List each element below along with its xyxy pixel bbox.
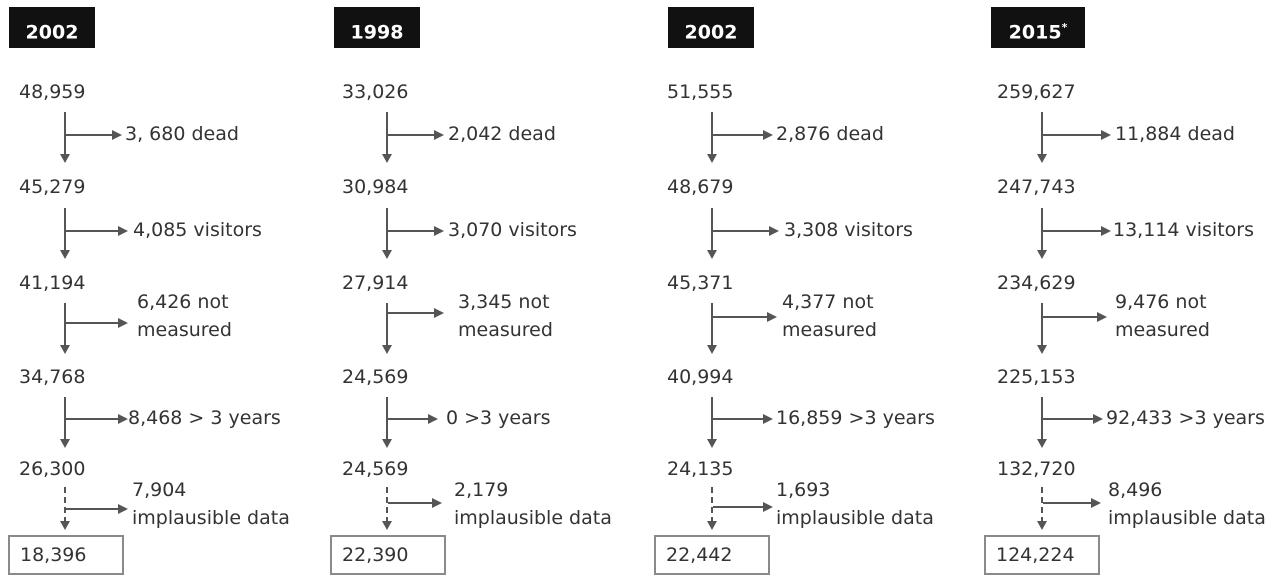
flow-column: 1998 33,026 30,984 27,914 24,569 24,569 … [320,0,640,581]
exclusion-arrow [66,414,128,424]
flow-column: 2002 48,959 45,279 41,194 34,768 26,300 … [0,0,320,581]
exclusion-arrow [388,414,438,424]
count-step-1: 33,026 [342,81,409,103]
count-step-5: 24,569 [342,458,409,480]
exclusion-arrow [66,504,128,514]
exclusion-arrow [713,502,773,512]
count-step-5: 24,135 [667,458,734,480]
exclusion-arrow [713,312,777,322]
down-arrow [707,487,717,530]
exclusion-label: 9,476 not measured [1115,291,1210,341]
count-step-1: 48,959 [19,81,86,103]
exclusion-arrow [66,318,128,328]
exclusion-label: 92,433 >3 years [1106,407,1265,429]
down-arrow [382,487,392,530]
exclusion-label: 11,884 dead [1115,123,1235,145]
year-label: 1998 [334,7,420,48]
exclusion-label: 2,876 dead [776,123,884,145]
down-arrow [60,303,70,354]
down-arrow [1037,397,1047,448]
year-label: 2002 [668,7,754,48]
exclusion-label: 2,042 dead [448,123,556,145]
down-arrow [707,112,717,163]
down-arrow [60,208,70,259]
down-arrow [382,112,392,163]
exclusion-label: 3,345 not measured [458,291,553,341]
flow-column: 2002 51,555 48,679 45,371 40,994 24,135 … [640,0,960,581]
year-label: 2015* [991,7,1085,48]
exclusion-label: 16,859 >3 years [776,407,935,429]
exclusion-arrow [1043,226,1111,236]
exclusion-arrow [1043,312,1107,322]
count-step-2: 30,984 [342,176,409,198]
final-count-box: 124,224 [984,535,1100,575]
down-arrow [1037,112,1047,163]
exclusion-arrow [1043,414,1103,424]
count-step-4: 34,768 [19,366,86,388]
exclusion-arrow [388,498,442,508]
exclusion-arrow [66,226,128,236]
count-step-5: 132,720 [997,458,1076,480]
count-step-4: 24,569 [342,366,409,388]
final-count-box: 22,390 [330,535,446,575]
count-step-1: 51,555 [667,81,734,103]
down-arrow [1037,487,1047,530]
count-step-3: 234,629 [997,272,1076,294]
down-arrow [60,112,70,163]
exclusion-label: 7,904 implausible data [132,479,290,529]
count-step-5: 26,300 [19,458,86,480]
exclusion-arrow [1043,498,1101,508]
final-count-box: 22,442 [654,535,770,575]
exclusion-label: 3,308 visitors [784,219,913,241]
exclusion-arrow [713,130,773,140]
exclusion-label: 1,693 implausible data [776,479,934,529]
exclusion-label: 3,070 visitors [448,219,577,241]
down-arrow [707,208,717,259]
exclusion-label: 13,114 visitors [1113,219,1255,241]
exclusion-label: 6,426 not measured [137,291,232,341]
exclusion-arrow [713,226,779,236]
count-step-2: 45,279 [19,176,86,198]
final-count-box: 18,396 [8,535,124,575]
down-arrow [707,303,717,354]
count-step-1: 259,627 [997,81,1076,103]
down-arrow [1037,208,1047,259]
exclusion-label: 0 >3 years [446,407,551,429]
down-arrow [382,397,392,448]
count-step-3: 45,371 [667,272,734,294]
down-arrow [60,397,70,448]
year-label: 2002 [9,7,95,48]
exclusion-arrow [713,414,773,424]
exclusion-arrow [388,130,444,140]
count-step-2: 247,743 [997,176,1076,198]
count-step-3: 27,914 [342,272,409,294]
exclusion-label: 4,085 visitors [133,219,262,241]
count-step-4: 225,153 [997,366,1076,388]
count-step-4: 40,994 [667,366,734,388]
exclusion-label: 8,468 > 3 years [128,407,281,429]
exclusion-label: 4,377 not measured [782,291,877,341]
down-arrow [60,487,70,530]
exclusion-arrow [388,308,444,318]
down-arrow [382,303,392,354]
count-step-2: 48,679 [667,176,734,198]
down-arrow [707,397,717,448]
exclusion-arrow [66,130,122,140]
flow-column: 2015* 259,627 247,743 234,629 225,153 13… [960,0,1280,581]
down-arrow [1037,303,1047,354]
count-step-3: 41,194 [19,272,86,294]
exclusion-label: 3, 680 dead [125,123,239,145]
down-arrow [382,208,392,259]
exclusion-arrow [388,226,444,236]
exclusion-arrow [1043,130,1111,140]
exclusion-label: 8,496 implausible data [1108,479,1266,529]
exclusion-label: 2,179 implausible data [454,479,612,529]
